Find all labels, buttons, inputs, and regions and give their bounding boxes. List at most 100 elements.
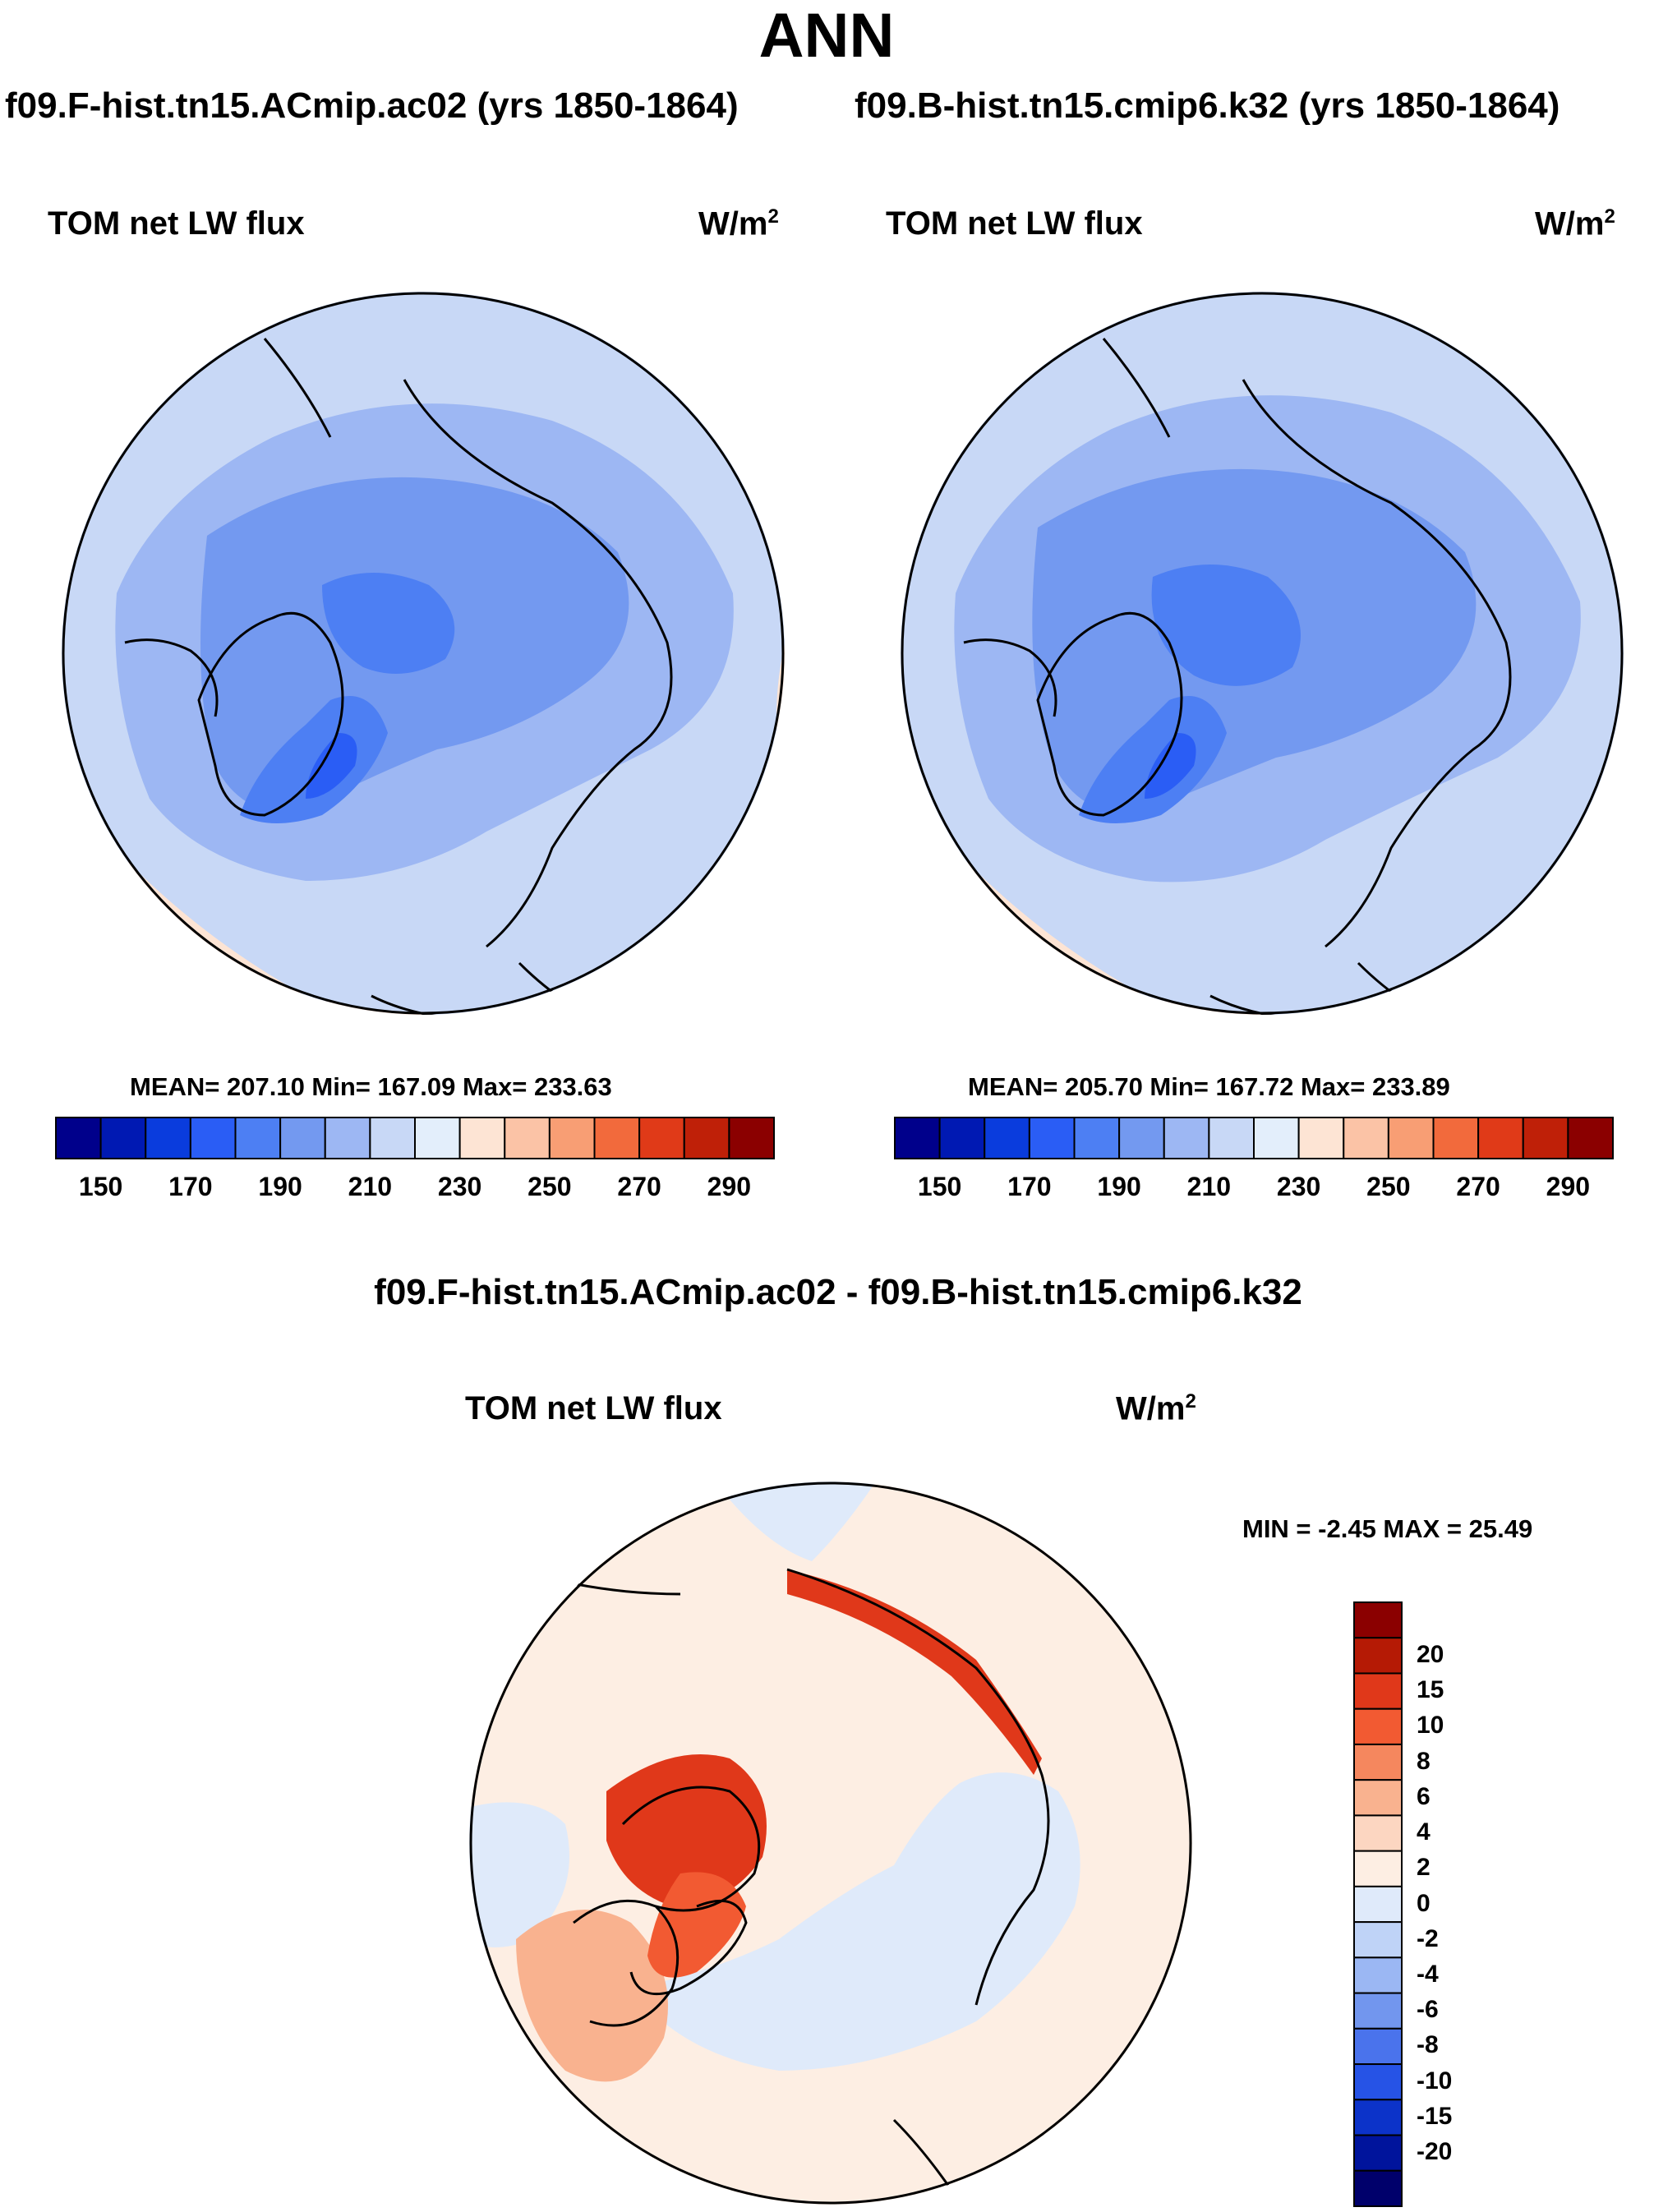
colorbar-swatch xyxy=(99,1117,147,1159)
diff-colorbar xyxy=(1353,1601,1403,2208)
colorbar-tick-label: -2 xyxy=(1417,1924,1439,1952)
colorbar-tick-label: -10 xyxy=(1417,2067,1453,2094)
colorbar-swatch xyxy=(1253,1117,1300,1159)
colorbar-swatch xyxy=(593,1117,641,1159)
warm-band-south xyxy=(901,782,1624,1015)
colorbar-tick-label: 290 xyxy=(707,1172,752,1201)
colorbar-swatch xyxy=(1353,1814,1403,1852)
panel2-polar-map xyxy=(901,292,1624,1015)
page-title: ANN xyxy=(758,1,895,71)
colorbar-tick-label: 4 xyxy=(1417,1818,1431,1846)
colorbar-tick-label: -20 xyxy=(1417,2138,1453,2166)
colorbar-tick-label: 210 xyxy=(1186,1172,1232,1201)
colorbar-swatch xyxy=(984,1117,1030,1159)
colorbar-swatch xyxy=(145,1117,191,1159)
colorbar-swatch xyxy=(279,1117,326,1159)
warm-band-south xyxy=(62,782,785,1015)
panel1-polar-map xyxy=(62,292,785,1015)
colorbar-tick-label: 6 xyxy=(1417,1782,1431,1810)
colorbar-swatch xyxy=(1163,1117,1210,1159)
colorbar-tick-label: 0 xyxy=(1417,1889,1431,1917)
pole-ring xyxy=(469,1482,1192,2205)
colorbar-swatch xyxy=(1353,1601,1403,1639)
colorbar-swatch xyxy=(1028,1117,1076,1159)
diff-positive-siberia-coast xyxy=(787,1569,1042,1775)
diff-stats: MIN = -2.45 MAX = 25.49 xyxy=(1242,1514,1533,1543)
colorbar-swatch xyxy=(1522,1117,1569,1159)
colorbar-tick-label: 210 xyxy=(348,1172,393,1201)
colorbar-tick-label: 2 xyxy=(1417,1854,1431,1882)
panel2-units: W/m2 xyxy=(1535,205,1615,242)
colorbar-swatch xyxy=(189,1117,237,1159)
colorbar-swatch xyxy=(324,1117,371,1159)
colorbar-swatch xyxy=(1353,1921,1403,1959)
colorbar-tick-label: 250 xyxy=(528,1172,572,1201)
diff-positive-4 xyxy=(516,1910,668,2082)
colorbar-tick-label: 150 xyxy=(78,1172,123,1201)
colorbar-tick-label: -4 xyxy=(1417,1960,1439,1988)
colorbar-swatch xyxy=(683,1117,730,1159)
diff-negative-west xyxy=(469,1802,569,1947)
panel1-colorbar xyxy=(55,1117,775,1159)
panel2-variable-label: TOM net LW flux xyxy=(886,205,1143,242)
case2-title: f09.B-hist.tn15.cmip6.k32 (yrs 1850-1864… xyxy=(855,85,1560,126)
colorbar-tick-label: 270 xyxy=(617,1172,661,1201)
diff-polar-map xyxy=(469,1482,1192,2205)
colorbar-tick-label: 10 xyxy=(1417,1712,1444,1740)
colorbar-swatch xyxy=(1353,1992,1403,2030)
colorbar-swatch xyxy=(1353,1850,1403,1887)
colorbar-swatch xyxy=(1297,1117,1345,1159)
panel1-stats: MEAN= 207.10 Min= 167.09 Max= 233.63 xyxy=(130,1072,612,1101)
colorbar-tick-label: 250 xyxy=(1366,1172,1411,1201)
colorbar-tick-label: 8 xyxy=(1417,1747,1431,1775)
colorbar-swatch xyxy=(504,1117,551,1159)
colorbar-swatch xyxy=(1073,1117,1121,1159)
colorbar-tick-label: 290 xyxy=(1546,1172,1591,1201)
colorbar-swatch xyxy=(638,1117,685,1159)
panel2-stats: MEAN= 205.70 Min= 167.72 Max= 233.89 xyxy=(968,1072,1450,1101)
colorbar-swatch xyxy=(894,1117,941,1159)
colorbar-swatch xyxy=(1353,1743,1403,1781)
panel2-colorbar xyxy=(894,1117,1614,1159)
colorbar-swatch xyxy=(1567,1117,1614,1159)
field-greenland-180 xyxy=(240,696,388,823)
diff-negative-north xyxy=(713,1482,878,1561)
colorbar-tick-label: -8 xyxy=(1417,2031,1439,2059)
colorbar-tick-label: 170 xyxy=(1007,1172,1052,1201)
colorbar-swatch xyxy=(1353,2063,1403,2101)
diff-negative-ocean xyxy=(631,1772,1080,2071)
panel1-variable-label: TOM net LW flux xyxy=(48,205,305,242)
field-180 xyxy=(322,573,455,674)
colorbar-tick-label: 15 xyxy=(1417,1676,1444,1704)
colorbar-tick-label: 190 xyxy=(258,1172,302,1201)
case1-title: f09.F-hist.tn15.ACmip.ac02 (yrs 1850-186… xyxy=(5,85,739,126)
coastlines xyxy=(515,1568,1050,2203)
colorbar-swatch xyxy=(1208,1117,1255,1159)
colorbar-tick-label: 230 xyxy=(437,1172,482,1201)
colorbar-swatch xyxy=(1353,2099,1403,2136)
colorbar-swatch xyxy=(1477,1117,1524,1159)
colorbar-swatch xyxy=(55,1117,102,1159)
colorbar-swatch xyxy=(369,1117,416,1159)
colorbar-tick-label: 150 xyxy=(917,1172,962,1201)
colorbar-swatch xyxy=(548,1117,596,1159)
colorbar-swatch xyxy=(1343,1117,1389,1159)
colorbar-swatch xyxy=(414,1117,461,1159)
diff-positive-greenland-coast xyxy=(647,1872,746,1978)
diff-units: W/m2 xyxy=(1116,1390,1196,1427)
colorbar-swatch xyxy=(1353,2134,1403,2172)
diff-variable-label: TOM net LW flux xyxy=(465,1390,722,1426)
colorbar-tick-label: 170 xyxy=(168,1172,213,1201)
field-greenland-170 xyxy=(1145,733,1196,799)
colorbar-swatch xyxy=(1353,1956,1403,1994)
colorbar-swatch xyxy=(1118,1117,1165,1159)
field-greenland-170 xyxy=(306,733,357,799)
colorbar-swatch xyxy=(1353,2169,1403,2208)
diff-positive-archipelago xyxy=(606,1754,767,1906)
colorbar-tick-label: -15 xyxy=(1417,2102,1453,2130)
field-180 xyxy=(1151,565,1301,686)
colorbar-swatch xyxy=(234,1117,282,1159)
colorbar-swatch xyxy=(1353,1637,1403,1675)
colorbar-swatch xyxy=(1353,1672,1403,1710)
field-greenland-180 xyxy=(1079,696,1227,823)
